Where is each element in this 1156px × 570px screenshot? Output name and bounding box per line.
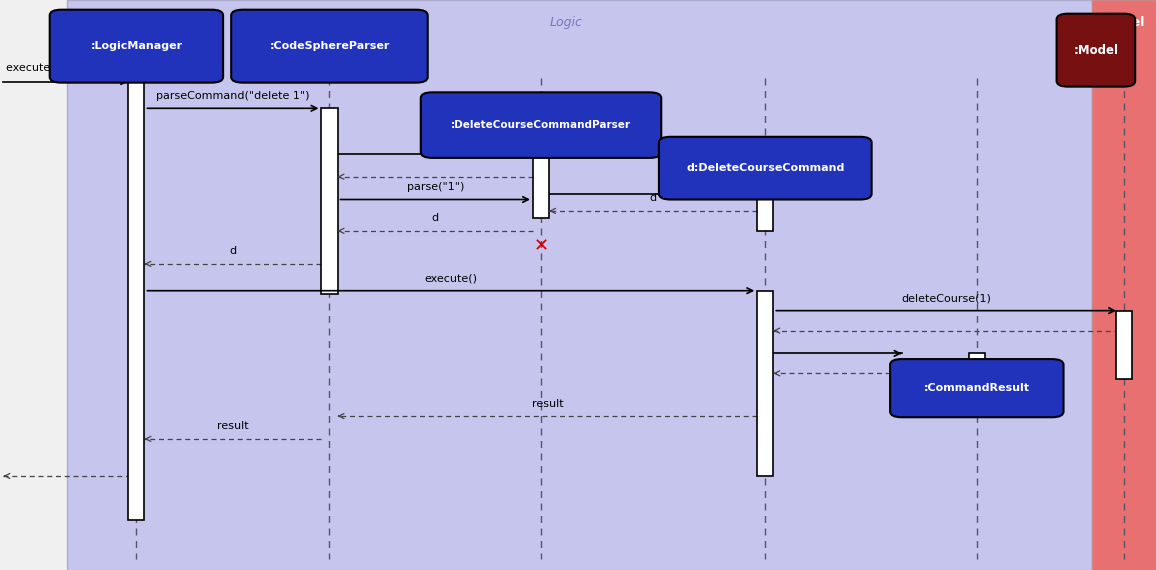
- FancyBboxPatch shape: [890, 359, 1064, 417]
- Bar: [969, 353, 985, 416]
- Bar: [128, 82, 144, 520]
- Text: Logic: Logic: [550, 16, 583, 29]
- Bar: [757, 291, 773, 476]
- Text: d: d: [229, 246, 237, 256]
- Text: result: result: [217, 421, 249, 431]
- Bar: [67, 0, 1092, 570]
- Text: :Model: :Model: [1074, 44, 1118, 56]
- Bar: [1116, 311, 1132, 379]
- Text: :CommandResult: :CommandResult: [924, 383, 1030, 393]
- FancyBboxPatch shape: [421, 92, 661, 158]
- FancyBboxPatch shape: [1057, 14, 1135, 87]
- Text: execute("delete 1"): execute("delete 1"): [6, 62, 116, 72]
- Text: ✕: ✕: [533, 237, 549, 255]
- Text: d: d: [650, 193, 657, 203]
- Text: :LogicManager: :LogicManager: [90, 41, 183, 51]
- Text: result: result: [532, 398, 563, 409]
- Text: Model: Model: [1103, 16, 1144, 29]
- Text: parseCommand("delete 1"): parseCommand("delete 1"): [156, 91, 310, 101]
- Bar: [533, 154, 549, 218]
- Text: d:DeleteCourseCommand: d:DeleteCourseCommand: [686, 163, 845, 173]
- FancyBboxPatch shape: [50, 10, 223, 83]
- Bar: [757, 194, 773, 231]
- Text: deleteCourse(1): deleteCourse(1): [902, 293, 991, 303]
- FancyBboxPatch shape: [659, 137, 872, 199]
- FancyBboxPatch shape: [231, 10, 428, 83]
- Text: parse("1"): parse("1"): [407, 182, 464, 192]
- Text: execute(): execute(): [424, 273, 477, 283]
- Text: :CodeSphereParser: :CodeSphereParser: [269, 41, 390, 51]
- Bar: [321, 108, 338, 294]
- Text: d: d: [431, 213, 439, 223]
- Bar: [1092, 0, 1156, 570]
- Text: :DeleteCourseCommandParser: :DeleteCourseCommandParser: [451, 120, 631, 131]
